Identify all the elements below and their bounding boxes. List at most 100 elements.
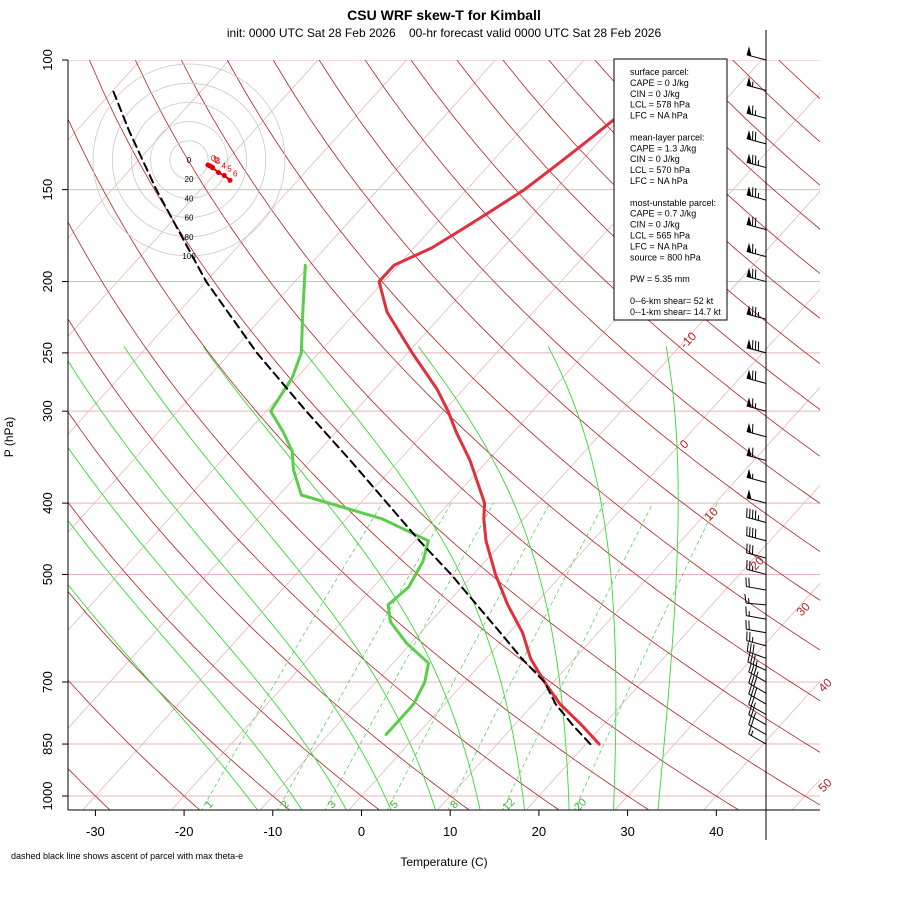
y-tick-label: 200 (40, 271, 55, 293)
wind-barb (746, 631, 767, 647)
barb-flag (746, 129, 752, 140)
mixing-ratio-label: 2 (279, 798, 292, 811)
info-line: CIN = 0 J/kg (630, 220, 680, 230)
wind-barb (746, 186, 767, 201)
barb-full (750, 717, 755, 727)
barb-half (755, 660, 758, 666)
wind-barb (746, 129, 767, 145)
isotherm-line (525, 484, 820, 810)
barb-full (748, 725, 752, 735)
wind-barb (746, 489, 767, 504)
x-tick-label: 40 (709, 824, 723, 839)
moist-adiabat-line (657, 346, 679, 810)
wind-barb (748, 663, 767, 683)
info-line: CAPE = 0 J/kg (630, 78, 689, 88)
hodograph-point (227, 177, 233, 183)
y-tick-label: 700 (40, 671, 55, 693)
mixing-ratio-label: 20 (572, 796, 589, 813)
y-tick-label: 300 (40, 400, 55, 422)
y-tick-label: 500 (40, 564, 55, 586)
background-lines (68, 60, 820, 810)
moist-adiabat-line (299, 346, 526, 810)
series-line-0 (377, 89, 652, 746)
moist-adiabat-line (547, 346, 617, 810)
barb-flag (746, 76, 752, 87)
barb-staff (746, 454, 767, 461)
y-tick-label: 400 (40, 492, 55, 514)
barb-flag (746, 339, 752, 350)
barb-flag (746, 446, 752, 457)
info-line: LCL = 570 hPa (630, 165, 690, 175)
info-line: LFC = NA hPa (630, 176, 688, 186)
wind-barb (748, 725, 767, 745)
wind-barb (746, 242, 767, 258)
hodograph-ring (111, 82, 267, 238)
wind-barb (746, 369, 767, 384)
barb-full (750, 654, 754, 664)
wind-barb (748, 674, 767, 694)
wind-barb (744, 593, 767, 606)
info-line: surface parcel: (630, 67, 689, 77)
hodograph-point-label: 3 (216, 157, 221, 166)
wind-barb (746, 153, 767, 169)
wind-barb (746, 76, 767, 91)
mixing-ratio-line (574, 502, 718, 810)
x-tick-label: 10 (443, 824, 457, 839)
barb-flag (746, 104, 752, 115)
info-line: LFC = NA hPa (630, 111, 688, 121)
y-tick-label: 150 (40, 179, 55, 201)
info-line: CIN = 0 J/kg (630, 89, 680, 99)
info-line: PW = 5.35 mm (630, 274, 690, 284)
barb-full (748, 705, 752, 715)
isotherm-label: 50 (815, 775, 835, 795)
mixing-ratio-line (387, 502, 551, 810)
dry-adiabat-line (226, 60, 820, 651)
y-tick-label: 100 (40, 49, 55, 71)
hodograph-point-label: 2 (215, 156, 220, 165)
info-line: LCL = 578 hPa (630, 100, 690, 110)
barb-staff (748, 714, 767, 726)
barb-flag (746, 242, 752, 253)
hodograph-point (216, 170, 222, 176)
isotherm-line (791, 778, 820, 810)
mixing-ratio-line (201, 502, 383, 810)
barb-staff (746, 112, 767, 119)
isotherm-line (170, 92, 820, 810)
dry-adiabat-line (502, 60, 820, 365)
info-line: 0--1-km shear= 14.7 kt (630, 307, 721, 317)
info-box-frame (613, 58, 728, 321)
isotherm-line (348, 288, 820, 810)
barb-staff (748, 671, 767, 683)
barb-full (748, 674, 752, 684)
x-tick-label: 30 (620, 824, 634, 839)
dry-adiabat-line (134, 60, 820, 753)
wind-barb (746, 46, 767, 61)
wind-barb (748, 685, 767, 705)
wind-barb (746, 267, 767, 283)
barb-staff (748, 724, 767, 735)
barb-flag (746, 397, 752, 408)
wind-barb (746, 104, 767, 119)
wind-barb (746, 508, 767, 523)
info-line: CIN = 0 J/kg (630, 154, 680, 164)
wind-barb (748, 695, 767, 715)
y-tick-label: 250 (40, 342, 55, 364)
isotherm-line (68, 60, 319, 337)
barb-full (747, 652, 751, 663)
isotherm-line (68, 60, 407, 435)
hodograph-point-label: 4 (222, 162, 227, 171)
barb-full (752, 644, 755, 654)
isotherm-label: 40 (815, 675, 835, 695)
hodograph-ring (92, 63, 286, 257)
wind-barb (746, 642, 767, 659)
dry-adiabat-line (68, 318, 560, 810)
dry-adiabat-line (410, 60, 820, 457)
barb-staff (746, 602, 767, 606)
barb-flag (746, 369, 752, 380)
isotherm-line (68, 60, 230, 239)
barb-staff (746, 275, 767, 283)
wind-barb (745, 620, 767, 634)
mixing-ratio-label: 8 (448, 798, 461, 811)
moist-adiabat-line (68, 519, 303, 810)
